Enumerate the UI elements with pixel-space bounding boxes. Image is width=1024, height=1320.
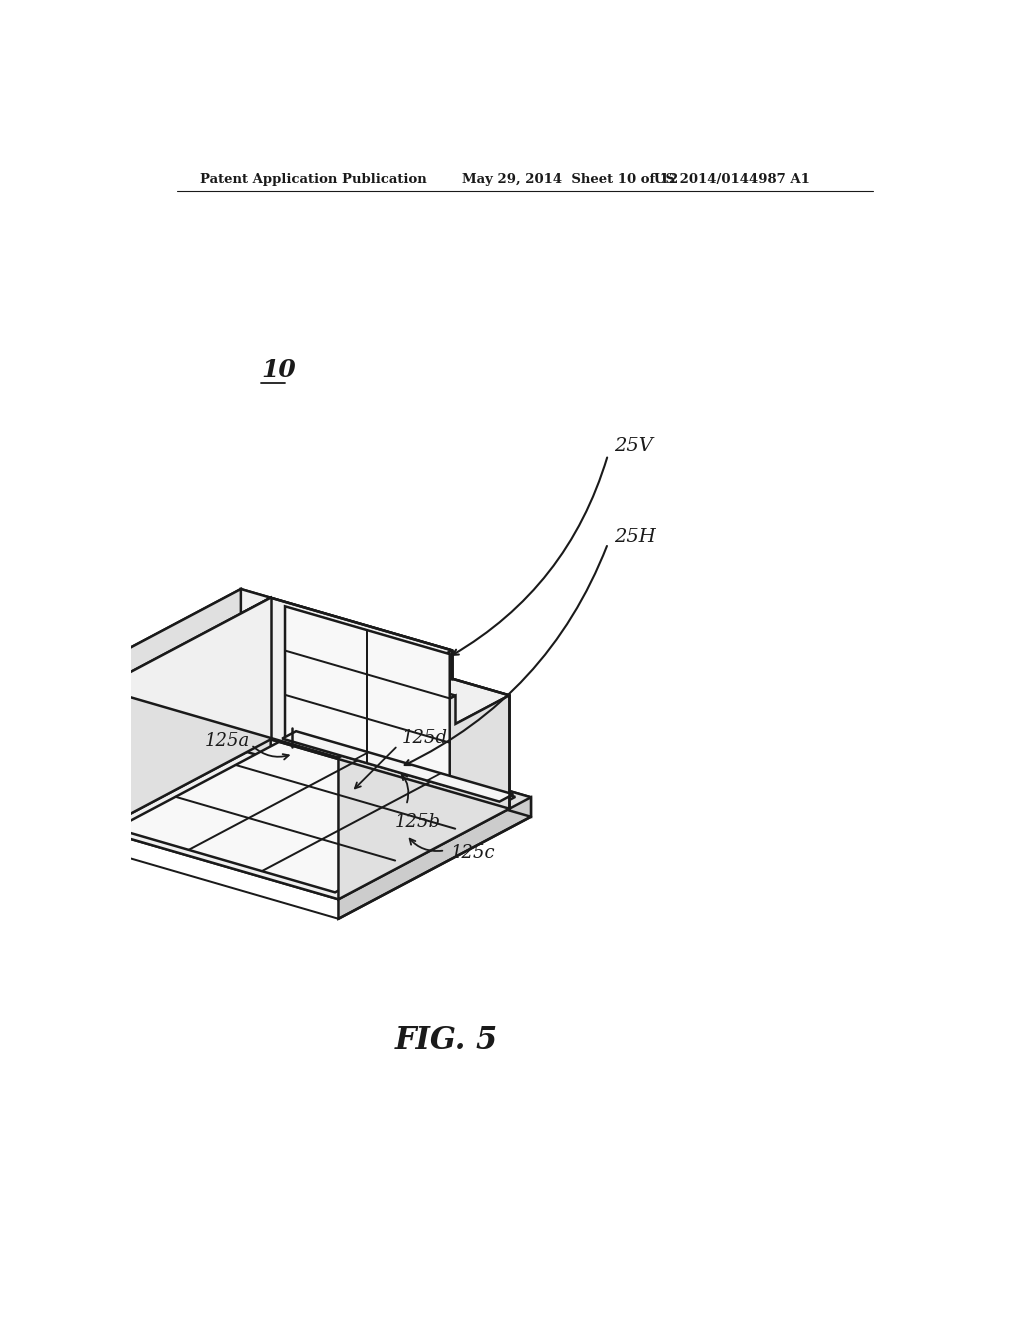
Text: 25V: 25V — [614, 437, 653, 455]
Polygon shape — [70, 589, 270, 688]
Polygon shape — [292, 727, 531, 817]
Polygon shape — [54, 697, 270, 801]
Polygon shape — [270, 598, 453, 792]
Text: FIG. 5: FIG. 5 — [394, 1024, 498, 1056]
Polygon shape — [283, 731, 513, 801]
Text: 125c: 125c — [451, 843, 496, 862]
Polygon shape — [339, 797, 531, 919]
Polygon shape — [99, 688, 339, 899]
Polygon shape — [116, 733, 515, 892]
Polygon shape — [285, 606, 450, 787]
Text: 125b: 125b — [394, 813, 440, 830]
Polygon shape — [99, 598, 456, 758]
Polygon shape — [339, 696, 509, 899]
Text: May 29, 2014  Sheet 10 of 12: May 29, 2014 Sheet 10 of 12 — [462, 173, 678, 186]
Text: US 2014/0144987 A1: US 2014/0144987 A1 — [654, 173, 810, 186]
Text: 25H: 25H — [614, 528, 655, 546]
Text: 125d: 125d — [401, 729, 447, 747]
Polygon shape — [225, 697, 270, 759]
Polygon shape — [398, 678, 509, 723]
Text: 10: 10 — [261, 358, 296, 381]
Polygon shape — [54, 697, 225, 837]
Text: Patent Application Publication: Patent Application Publication — [200, 173, 427, 186]
Polygon shape — [99, 598, 270, 830]
Polygon shape — [453, 651, 509, 809]
Polygon shape — [99, 727, 531, 899]
Polygon shape — [241, 589, 270, 710]
Polygon shape — [70, 589, 241, 792]
Text: 125a: 125a — [205, 733, 250, 750]
